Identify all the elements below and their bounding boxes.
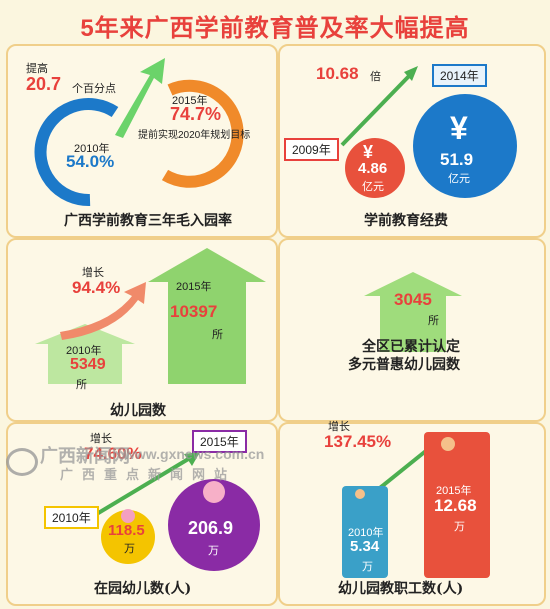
year-2009-tag: 2009年 xyxy=(284,138,339,161)
funding-growth-line xyxy=(340,73,412,147)
inclusive-value: 3045 xyxy=(394,290,432,309)
inclusive-arrow-shape xyxy=(364,272,462,352)
arrow-2015 xyxy=(148,248,266,384)
rate-2015-value: 74.7% xyxy=(170,104,222,124)
kindergarten-caption: 幼儿园数 xyxy=(110,403,166,419)
child-head-small xyxy=(121,509,135,523)
yen-icon-small: ¥ xyxy=(363,142,374,162)
staff-2010-value: 5.34 xyxy=(350,538,380,555)
kg-year-2015: 2015年 xyxy=(176,281,212,293)
watermark-line2: www.gxnews.com.cn xyxy=(124,446,265,462)
funding-2014-value: 51.9 xyxy=(440,150,474,169)
increase-label: 提高 xyxy=(26,63,48,75)
bubble-2010 xyxy=(101,510,155,564)
funding-2014-unit: 亿元 xyxy=(448,173,470,185)
enrollment-caption: 广西学前教育三年毛入园率 xyxy=(64,213,232,229)
yen-icon-large: ¥ xyxy=(450,110,468,146)
children-2015-unit: 万 xyxy=(208,545,219,557)
funding-arrow-head xyxy=(404,66,418,81)
coin-2014 xyxy=(413,94,517,198)
teacher-head-large xyxy=(441,437,455,451)
page-title: 5年来广西学前教育普及率大幅提高 xyxy=(80,15,470,42)
children-2010-unit: 万 xyxy=(124,543,135,555)
kindergarten-growth-arrow xyxy=(60,282,146,340)
watermark-line3: 广西重点新闻网站 xyxy=(60,467,237,482)
funding-2009-value: 4.86 xyxy=(358,160,388,177)
kg-year-2010: 2010年 xyxy=(66,345,102,357)
arrow-2010 xyxy=(35,324,135,384)
children-graphic xyxy=(88,452,260,571)
funding-multiple-value: 10.68 xyxy=(316,64,359,83)
children-year-2010-tag: 2010年 xyxy=(44,506,99,529)
watermark-logo-icon xyxy=(6,448,38,476)
children-caption: 在园幼儿数(人) xyxy=(94,581,192,597)
goal-note: 提前实现2020年规划目标 xyxy=(138,130,251,141)
staff-year-2010: 2010年 xyxy=(348,527,384,539)
children-2010-value: 118.5 xyxy=(108,522,145,539)
kg-unit-2015: 所 xyxy=(212,329,223,341)
kg-growth-label: 增长 xyxy=(82,267,104,279)
inclusive-caption-line2: 多元普惠幼儿园数 xyxy=(348,357,460,373)
funding-multiple-unit: 倍 xyxy=(370,71,381,83)
staff-caption: 幼儿园教职工数(人) xyxy=(338,581,464,597)
kg-unit-2010: 所 xyxy=(76,379,87,391)
kg-value-2010: 5349 xyxy=(70,356,106,373)
inclusive-caption-line1: 全区已累计认定 xyxy=(362,339,460,355)
inclusive-unit: 所 xyxy=(428,315,439,327)
bar-2010 xyxy=(342,486,388,578)
panel-staff xyxy=(278,422,546,606)
children-growth-line xyxy=(88,456,192,520)
watermark-line1: 广西新闻网 xyxy=(40,446,130,466)
staff-growth-value: 137.45% xyxy=(324,432,392,451)
coin-2009 xyxy=(345,138,405,198)
increase-value: 20.7 xyxy=(26,74,62,94)
kg-growth-value: 94.4% xyxy=(72,278,121,297)
arc-2010 xyxy=(34,98,119,207)
funding-2009-unit: 亿元 xyxy=(362,181,384,193)
year-2015-label: 2015年 xyxy=(172,95,208,107)
staff-2010-unit: 万 xyxy=(362,561,373,573)
children-growth-label: 增长 xyxy=(90,433,112,445)
increase-unit: 个百分点 xyxy=(72,83,116,95)
children-2015-value: 206.9 xyxy=(188,518,234,538)
enrollment-rate-arcs xyxy=(34,58,244,207)
staff-2015-unit: 万 xyxy=(454,521,465,533)
rate-2010-value: 54.0% xyxy=(66,152,115,171)
staff-year-2015: 2015年 xyxy=(436,485,472,497)
staff-graphic xyxy=(342,432,490,578)
year-2010-label: 2010年 xyxy=(74,143,110,155)
funding-graphic xyxy=(340,66,517,198)
children-growth-value: 74.60% xyxy=(84,444,142,463)
children-arrow-head xyxy=(184,452,200,466)
kg-value-2015: 10397 xyxy=(170,302,218,321)
bar-2015 xyxy=(424,432,490,578)
teacher-head-small xyxy=(355,489,365,499)
staff-growth-label: 增长 xyxy=(328,421,350,433)
child-head-large xyxy=(203,481,225,503)
staff-2015-value: 12.68 xyxy=(434,496,477,515)
bubble-2015 xyxy=(168,479,260,571)
kindergarten-arrows xyxy=(35,248,266,384)
arc-2015 xyxy=(161,79,244,188)
year-2014-tag: 2014年 xyxy=(432,64,487,87)
growth-arrow xyxy=(115,58,165,138)
funding-caption: 学前教育经费 xyxy=(364,213,448,229)
inclusive-arrow xyxy=(364,272,462,352)
children-year-2015-tag: 2015年 xyxy=(192,430,247,453)
